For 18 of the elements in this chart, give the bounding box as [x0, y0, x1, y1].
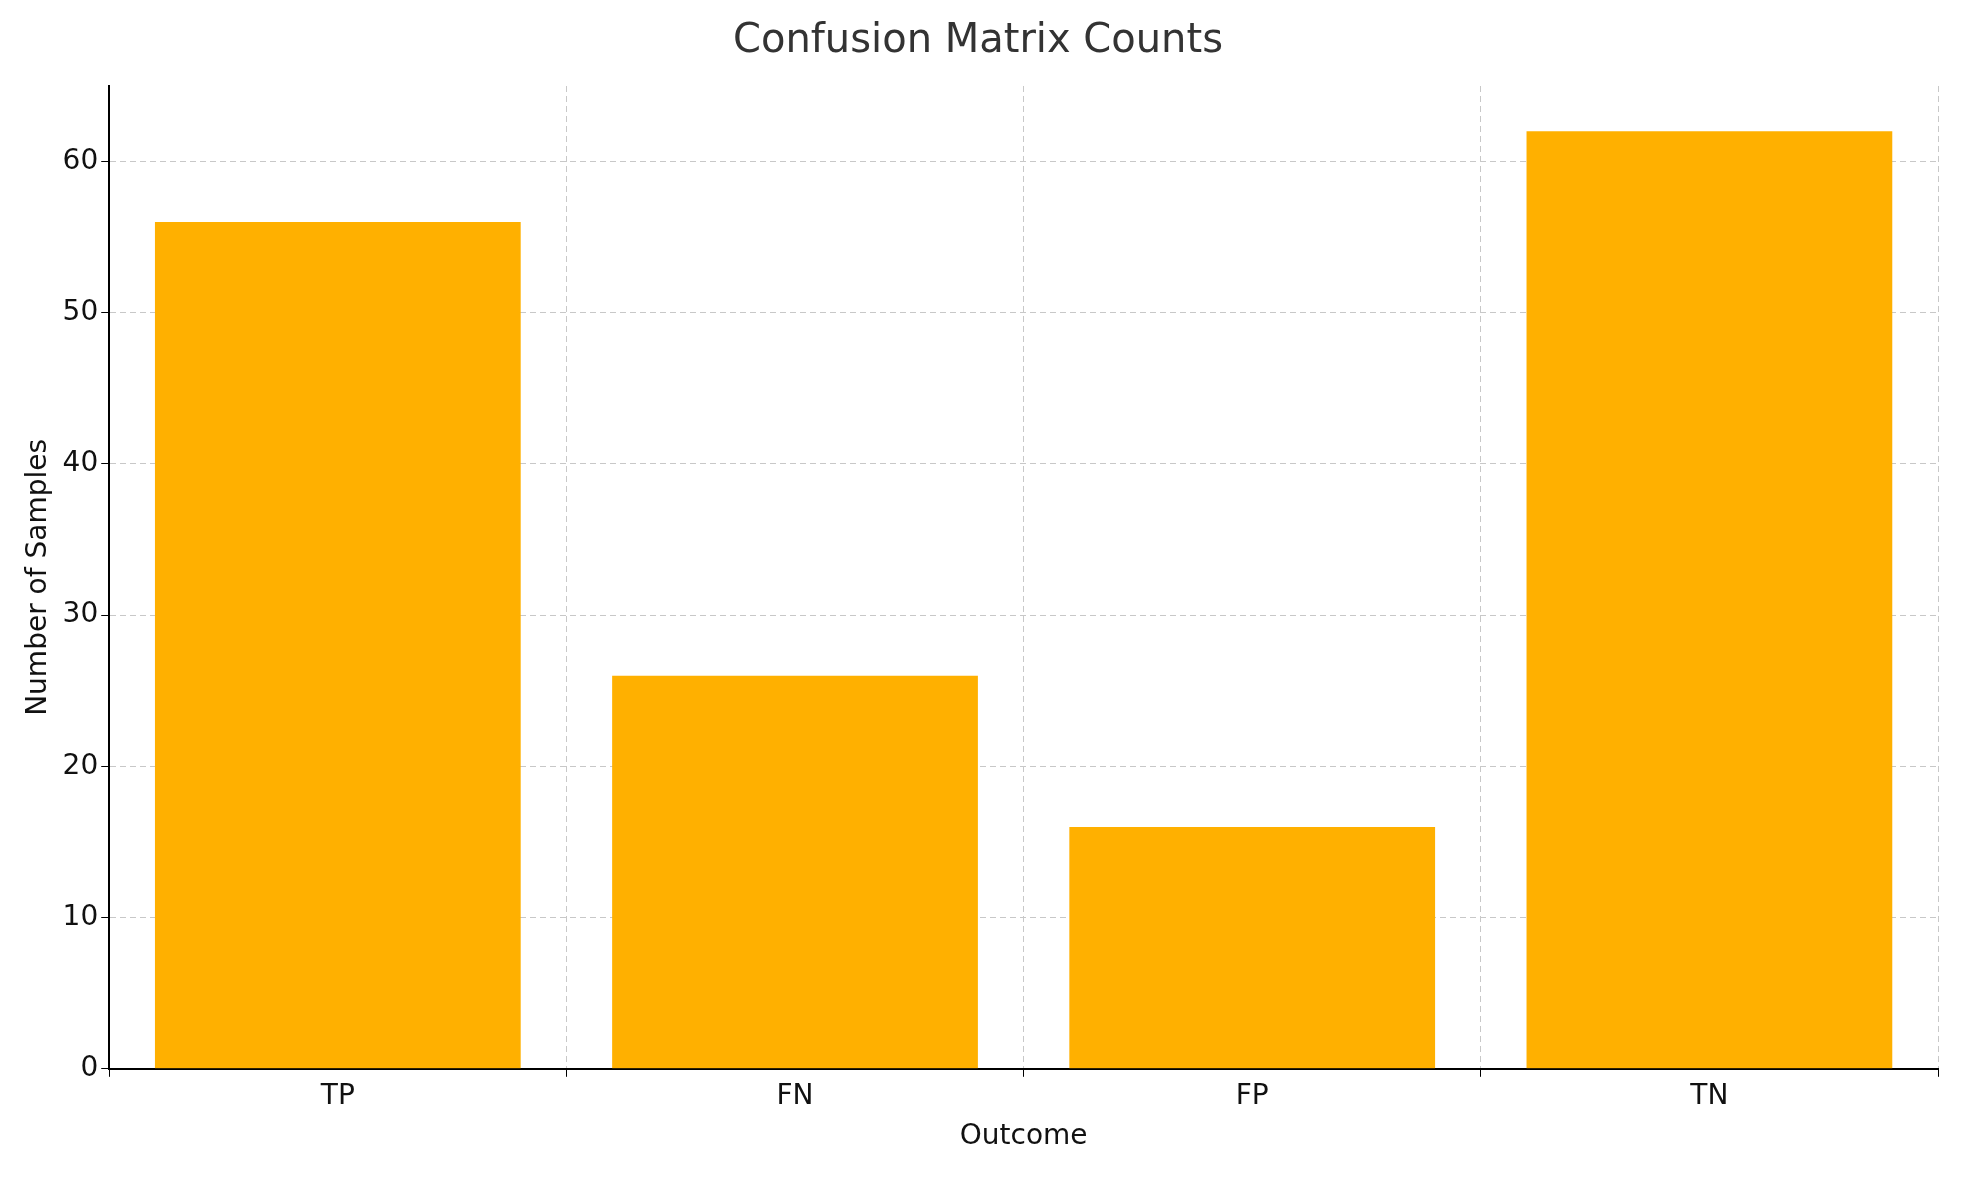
bar: [1069, 826, 1436, 1069]
y-tick-label: 50: [62, 294, 99, 328]
x-tick-label: TP: [319, 1077, 355, 1111]
x-tick-label: TN: [1689, 1077, 1729, 1111]
y-tick-label: 30: [62, 596, 99, 630]
y-tick-label: 40: [62, 445, 99, 479]
bar: [1526, 131, 1893, 1069]
y-tick-label: 10: [62, 898, 99, 932]
y-tick-label: 20: [62, 747, 99, 781]
bar: [612, 675, 978, 1069]
chart-title: Confusion Matrix Counts: [733, 15, 1223, 62]
y-axis-title: Number of Samples: [20, 438, 54, 716]
x-tick-label: FP: [1235, 1077, 1269, 1111]
y-tick-label: 60: [62, 142, 99, 176]
bar: [154, 222, 521, 1069]
x-axis-title: Outcome: [959, 1118, 1088, 1152]
x-tick-label: FN: [776, 1077, 814, 1111]
y-tick-label: 0: [80, 1050, 99, 1084]
